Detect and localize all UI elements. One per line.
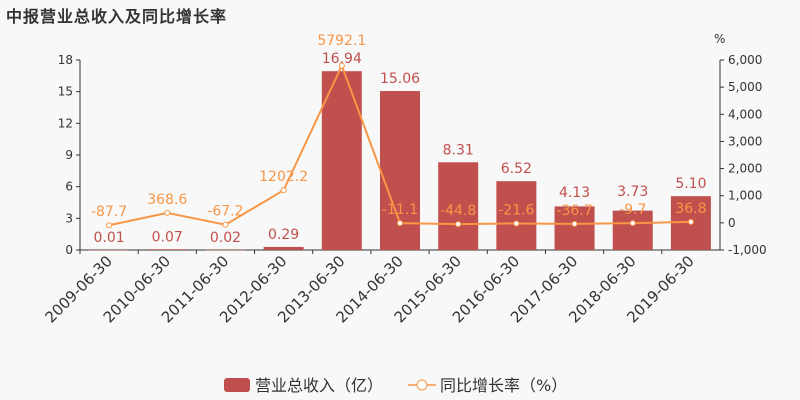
right-tick-label: 0 [728, 216, 736, 230]
right-tick-label: 3,000 [728, 134, 762, 148]
growth-label: -67.2 [207, 204, 243, 220]
revenue-label: 6.52 [501, 161, 532, 177]
revenue-bar [554, 206, 595, 250]
left-tick-label: 0 [65, 243, 73, 257]
revenue-bar [438, 162, 479, 250]
right-axis-unit: % [714, 32, 725, 46]
right-tick-label: 6,000 [728, 53, 762, 67]
revenue-bar [496, 181, 537, 250]
revenue-bar [89, 249, 130, 251]
chart-title: 中报营业总收入及同比增长率 [6, 7, 228, 26]
left-tick-label: 18 [58, 53, 73, 67]
left-tick-label: 6 [65, 180, 73, 194]
right-tick-label: -1,000 [728, 243, 767, 257]
growth-label: -11.1 [382, 202, 418, 218]
growth-label: -44.8 [440, 203, 476, 219]
right-tick-label: 4,000 [728, 107, 762, 121]
growth-point [571, 220, 578, 227]
growth-label: 368.6 [147, 192, 187, 208]
revenue-bar [612, 210, 653, 250]
growth-point [629, 220, 636, 227]
left-tick-label: 9 [65, 148, 73, 162]
growth-point [164, 209, 171, 216]
revenue-label: 15.06 [380, 71, 420, 87]
growth-label: 36.8 [675, 201, 706, 217]
revenue-label: 3.73 [617, 184, 648, 200]
legend-line-marker [416, 379, 428, 391]
right-tick-label: 5,000 [728, 80, 762, 94]
revenue-label: 16.94 [322, 51, 362, 67]
growth-label: 5792.1 [317, 33, 366, 49]
growth-label: -87.7 [91, 204, 127, 220]
revenue-bar [263, 246, 304, 250]
revenue-label: 0.29 [268, 227, 299, 243]
revenue-bar [321, 71, 362, 250]
revenue-label: 0.07 [152, 229, 183, 245]
right-tick-label: 1,000 [728, 189, 762, 203]
growth-point [397, 220, 403, 227]
left-tick-label: 15 [58, 85, 73, 99]
growth-label: -9.7 [619, 202, 646, 218]
growth-point [222, 221, 229, 228]
growth-label: 1202.2 [259, 169, 308, 185]
growth-point [280, 187, 287, 194]
right-tick-label: 2,000 [728, 162, 762, 176]
growth-point [338, 62, 345, 69]
growth-point [455, 221, 462, 228]
revenue-bar [205, 249, 246, 251]
revenue-bar [147, 249, 188, 250]
revenue-label: 0.02 [210, 230, 241, 246]
legend-bar-label: 营业总收入（亿） [255, 376, 383, 395]
revenue-label: 5.10 [675, 176, 706, 192]
growth-label: -21.6 [498, 202, 534, 218]
growth-point [513, 220, 520, 227]
revenue-label: 0.01 [94, 230, 125, 246]
growth-point [687, 218, 694, 225]
revenue-label: 4.13 [559, 185, 590, 201]
revenue-label: 8.31 [443, 142, 474, 158]
legend-bar-swatch [224, 378, 250, 392]
legend-line-label: 同比增长率（%） [440, 376, 567, 395]
left-tick-label: 12 [58, 116, 73, 130]
growth-label: -36.7 [556, 203, 592, 219]
growth-point [106, 222, 113, 229]
left-tick-label: 3 [65, 211, 73, 225]
